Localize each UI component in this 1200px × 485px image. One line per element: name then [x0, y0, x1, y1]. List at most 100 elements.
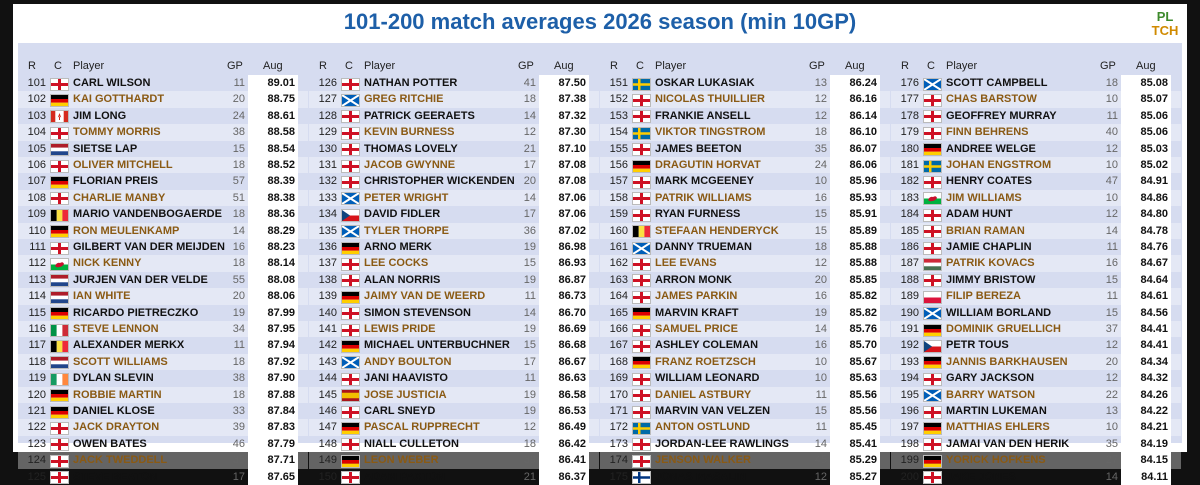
player-name: ANDREE WELGE: [946, 142, 1036, 155]
rank-cell: 188: [900, 273, 919, 286]
match-average: 85.76: [849, 323, 877, 335]
header-country: C: [636, 60, 644, 72]
match-average: 85.70: [849, 339, 877, 352]
avg-column-band: [830, 75, 880, 485]
rank-cell: 161: [609, 241, 628, 253]
match-average: 85.06: [1140, 126, 1168, 139]
player-name: JENSON WALKER: [655, 454, 751, 467]
flag-fin-icon: [632, 471, 651, 485]
games-played: 12: [1105, 372, 1118, 385]
player-name: STEFAAN HENDERYCK: [655, 224, 779, 237]
table-row: 177 CHAS BARSTOW 10 85.07: [891, 91, 1181, 108]
rank-cell: 132: [318, 175, 337, 188]
player-name: DYLAN SLEVIN: [73, 372, 154, 385]
flag-ger-icon: [50, 405, 69, 419]
games-played: 10: [1105, 159, 1118, 171]
rank-cell: 107: [27, 175, 46, 188]
rank-cell: 151: [609, 77, 628, 89]
player-name: MATTHIAS EHLERS: [946, 421, 1050, 434]
games-played: 18: [232, 159, 245, 171]
table-row: 134 DAVID FIDLER 17 87.06: [309, 206, 599, 222]
games-played: 10: [1105, 191, 1118, 204]
match-average: 86.58: [558, 388, 586, 401]
match-average: 87.92: [267, 355, 295, 368]
match-average: 87.79: [267, 437, 295, 450]
flag-eng-icon: [341, 175, 360, 189]
flag-ger-icon: [50, 389, 69, 403]
games-played: 17: [523, 159, 536, 171]
rank-cell: 149: [318, 454, 337, 467]
games-played: 39: [232, 421, 245, 434]
match-average: 89.01: [267, 77, 295, 89]
match-average: 86.37: [558, 470, 586, 483]
flag-eng-icon: [341, 143, 360, 157]
player-name: MARIO VANDENBOGAERDE: [73, 208, 222, 221]
rank-cell: 116: [28, 323, 46, 335]
table-row: 133 PETER WRIGHT 14 87.06: [309, 189, 599, 207]
games-played: 19: [523, 388, 536, 401]
table-row: 129 KEVIN BURNESS 12 87.30: [309, 124, 599, 141]
header-player: Player: [364, 60, 396, 72]
flag-eng-icon: [632, 93, 651, 107]
flag-ger-icon: [341, 290, 360, 304]
player-name: HENRY COATES: [946, 175, 1032, 188]
games-played: 15: [1105, 306, 1118, 319]
rank-cell: 148: [318, 437, 337, 450]
games-played: 35: [1105, 437, 1118, 450]
flag-ger-icon: [341, 339, 360, 353]
flag-ger-icon: [50, 93, 69, 107]
match-average: 86.98: [558, 241, 586, 253]
games-played: 18: [523, 437, 536, 450]
rank-cell: 176: [900, 77, 919, 89]
match-average: 84.91: [1140, 175, 1168, 188]
table-row: 102 KAI GOTTHARDT 20 88.75: [18, 91, 308, 108]
match-average: 84.32: [1140, 372, 1168, 385]
rank-cell: 177: [900, 93, 919, 106]
games-played: 18: [232, 257, 245, 270]
games-played: 19: [523, 323, 536, 335]
rank-cell: 171: [609, 405, 628, 417]
flag-cze-icon: [923, 339, 942, 353]
match-average: 84.34: [1140, 355, 1168, 368]
match-average: 86.24: [849, 77, 877, 89]
table-row: 103 JIM LONG 24 88.61: [18, 108, 308, 124]
table-row: 169 WILLIAM LEONARD 10 85.63: [600, 370, 890, 386]
rank-cell: 117: [28, 339, 46, 352]
match-average: 86.06: [849, 159, 877, 171]
flag-sco-icon: [341, 225, 360, 239]
match-average: 84.22: [1140, 405, 1168, 417]
table-row: 189 FILIP BEREZA 11 84.61: [891, 288, 1181, 305]
match-average: 86.10: [849, 126, 877, 139]
table-row: 187 PATRIK KOVACS 16 84.67: [891, 255, 1181, 272]
match-average: 87.08: [558, 175, 586, 188]
games-played: 12: [523, 421, 536, 434]
flag-eng-icon: [632, 323, 651, 337]
rank-cell: 174: [609, 454, 628, 467]
header-avg: Aug: [1136, 60, 1156, 72]
avg-column-band: [1121, 75, 1171, 485]
table-row: 119 DYLAN SLEVIN 38 87.90: [18, 370, 308, 386]
table-row: 199 YORICK HOFKENS 27 84.15: [891, 452, 1181, 469]
flag-sco-icon: [923, 307, 942, 321]
flag-ned-icon: [50, 143, 69, 157]
games-played: 36: [523, 224, 536, 237]
player-name: FINN BEHRENS: [946, 126, 1029, 139]
table-row: 117 ALEXANDER MERKX 11 87.94: [18, 337, 308, 353]
games-played: 18: [814, 126, 827, 139]
rank-cell: 114: [28, 290, 46, 303]
match-average: 87.06: [558, 191, 586, 204]
player-name: CARL WILSON: [73, 77, 151, 89]
match-average: 84.78: [1140, 224, 1168, 237]
match-average: 84.56: [1140, 306, 1168, 319]
flag-eng-icon: [923, 405, 942, 419]
table-row: 113 JURJEN VAN DER VELDE 55 88.08: [18, 272, 308, 288]
match-average: 87.50: [558, 77, 586, 89]
flag-ger-icon: [632, 159, 651, 173]
player-name: JOHAN ENGSTROM: [946, 159, 1052, 171]
games-played: 16: [814, 290, 827, 303]
match-average: 85.27: [849, 470, 877, 483]
match-average: 84.19: [1140, 437, 1168, 450]
flag-eng-icon: [632, 372, 651, 386]
table-row: 192 PETR TOUS 12 84.41: [891, 337, 1181, 353]
player-name: ADAM HUNT: [946, 208, 1013, 221]
